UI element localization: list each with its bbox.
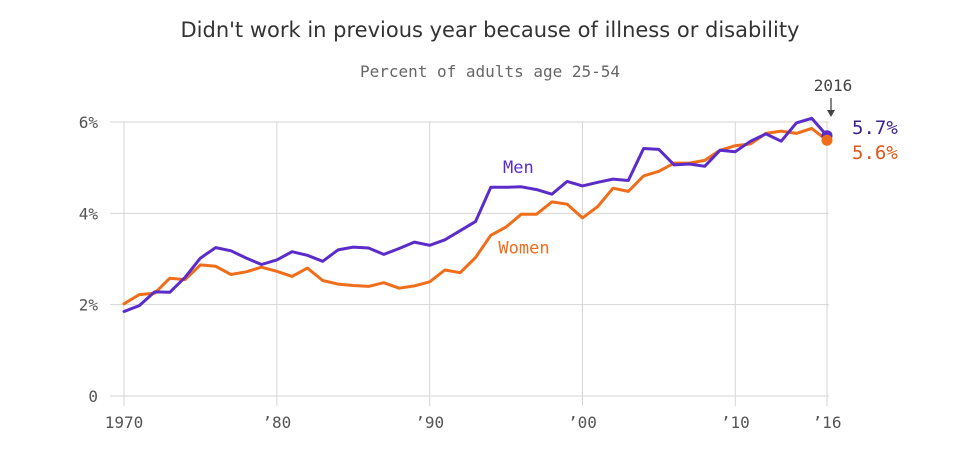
x-tick-label: ’90 [415, 413, 444, 432]
x-tick-label: ’10 [721, 413, 750, 432]
endpoint-marker-women [821, 134, 833, 146]
end-value-label-women: 5.6% [852, 142, 898, 164]
label-layer: Men Women 5.7% 5.6% 2016 [498, 76, 898, 259]
y-tick-label: 2% [79, 296, 99, 315]
y-tick-label: 6% [79, 113, 99, 132]
series-label-men: Men [503, 158, 534, 178]
x-tick-label: ’00 [568, 413, 597, 432]
x-tick-label: ’16 [813, 413, 842, 432]
chart-subtitle: Percent of adults age 25-54 [359, 62, 621, 81]
tick-layer: 0 2% 4% 6% 1970 ’80 ’90 ’00 ’10 ’16 [79, 113, 842, 432]
y-tick-label: 0 [88, 387, 98, 406]
y-tick-label: 4% [79, 204, 99, 223]
annotation-arrow-head [827, 110, 835, 117]
chart-title: Didn't work in previous year because of … [180, 18, 800, 42]
series-layer [122, 116, 833, 313]
end-value-label-men: 5.7% [852, 117, 898, 139]
series-label-women: Women [498, 239, 549, 259]
x-tick-label: ’80 [262, 413, 291, 432]
series-line-women [122, 126, 829, 306]
series-line-men [122, 116, 829, 313]
grid-layer [110, 121, 829, 406]
x-tick-label: 1970 [105, 413, 144, 432]
year-annotation: 2016 [814, 76, 853, 95]
